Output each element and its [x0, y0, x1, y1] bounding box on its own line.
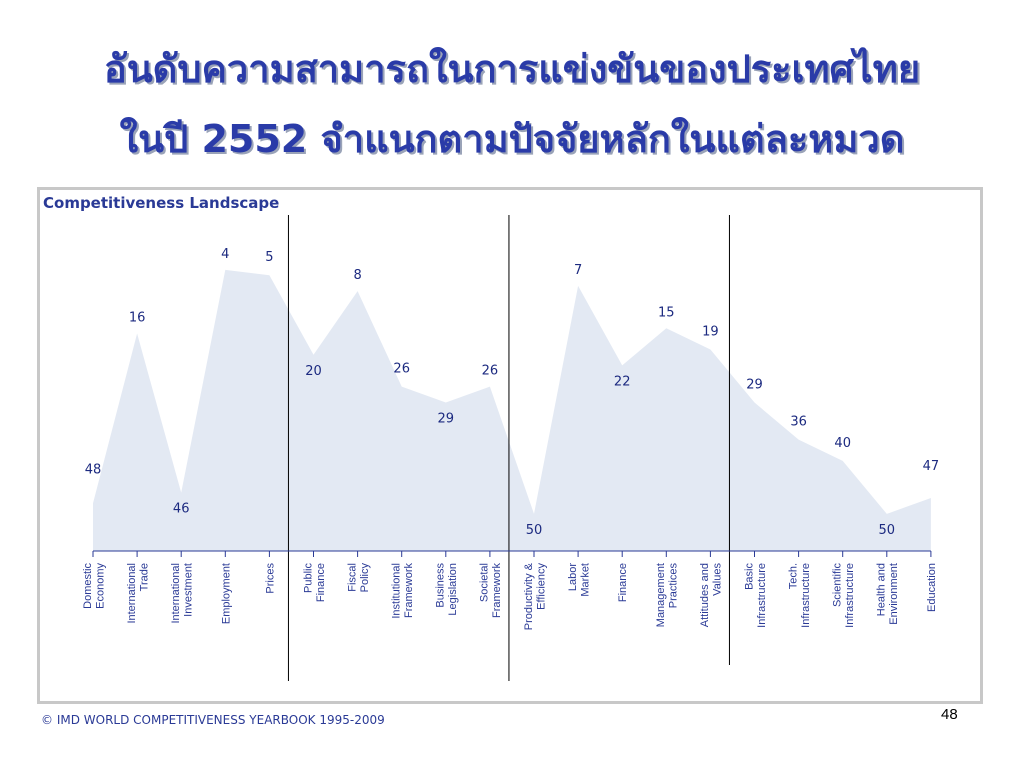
chart-frame: Competitiveness Landscape 48 16 46 4 5 20 8 26 2… — [37, 187, 983, 704]
category-label: Prices — [264, 563, 276, 594]
page-number: 48 — [941, 706, 958, 723]
data-label: 5 — [265, 250, 273, 265]
data-label: 36 — [790, 415, 807, 430]
data-label: 40 — [834, 436, 851, 451]
category-label: InternationalTrade — [126, 563, 151, 624]
category-label: Education — [926, 563, 938, 612]
category-label: Health andEnvironment — [876, 563, 901, 625]
category-label: PublicFinance — [302, 563, 327, 603]
category-label: ManagementPractices — [655, 563, 680, 628]
category-label: FiscalPolicy — [346, 563, 371, 593]
slide-title-line-1: อันดับความสามารถในการแข่งขันของประเทศไทย — [103, 47, 921, 91]
data-label: 20 — [305, 364, 322, 379]
data-label: 26 — [393, 362, 410, 377]
data-label: 16 — [129, 311, 146, 326]
data-label: 46 — [173, 502, 190, 517]
data-label: 4 — [221, 247, 229, 262]
category-label: DomesticEconomy — [82, 563, 107, 609]
category-label: InstitutionalFramework — [390, 563, 415, 619]
category-label: SocietalFramework — [479, 563, 504, 619]
competitiveness-landscape-chart: Competitiveness Landscape 48 16 46 4 5 20 8 26 2… — [43, 194, 940, 681]
data-label: 26 — [482, 364, 499, 379]
data-label: 19 — [702, 324, 719, 339]
data-label: 29 — [746, 378, 763, 393]
slide-title-line-2: ในปี 2552 จำแนกตามปัจจัยหลักในแต่ละหมวด — [119, 117, 905, 161]
data-label: 7 — [574, 263, 582, 278]
category-label: Attitudes andValues — [699, 563, 724, 628]
category-label: Tech.Infrastructure — [787, 563, 812, 628]
rank-area — [93, 269, 931, 551]
data-label: 50 — [879, 523, 896, 538]
category-label: Employment — [220, 563, 232, 624]
data-label: 48 — [85, 462, 102, 477]
copyright-footer: © IMD WORLD COMPETITIVENESS YEARBOOK 199… — [41, 713, 385, 727]
data-label: 8 — [353, 268, 361, 283]
data-label: 50 — [526, 523, 543, 538]
data-label: 22 — [614, 374, 631, 389]
data-label: 15 — [658, 305, 675, 320]
data-label: 29 — [438, 412, 455, 427]
category-label: BasicInfrastructure — [743, 563, 768, 628]
category-label: ScientificInfrastructure — [831, 563, 856, 628]
category-label: LaborMarket — [567, 563, 592, 597]
category-label: BusinessLegislation — [435, 563, 460, 616]
category-label: Productivity &Efficiency — [523, 562, 548, 630]
category-label: Finance — [617, 563, 629, 602]
category-label: InternationalInvestment — [170, 563, 195, 624]
chart-title: Competitiveness Landscape — [43, 194, 279, 212]
data-label: 47 — [923, 459, 940, 474]
